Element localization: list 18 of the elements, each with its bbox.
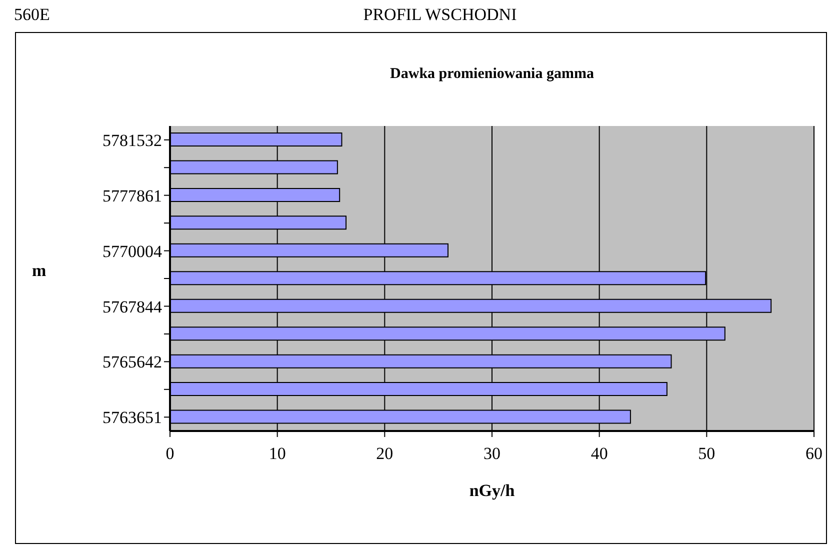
- x-tick-label: 50: [698, 444, 716, 464]
- y-tick-label: 5777861: [102, 186, 162, 206]
- x-tick-label: 0: [166, 444, 174, 464]
- x-tick-label: 30: [484, 444, 500, 464]
- x-axis-title: nGy/h: [468, 481, 516, 501]
- x-tick-label: 20: [376, 444, 394, 464]
- x-tick-label: 60: [806, 444, 822, 464]
- y-tick-label: 5781532: [102, 130, 162, 150]
- chart-title: Dawka promieniowania gamma: [389, 66, 595, 83]
- y-tick-label: 5770004: [102, 242, 162, 261]
- x-tick-label: 10: [268, 444, 286, 464]
- y-tick-label: 5767844: [102, 297, 162, 316]
- y-axis-title: m: [32, 261, 46, 281]
- x-tick-label: 40: [590, 444, 608, 464]
- y-tick-label: 5763651: [102, 408, 162, 428]
- text: 560E: [14, 5, 50, 25]
- chart-subtitle: PROFIL WSCHODNI: [362, 5, 518, 25]
- y-tick-label: 5765642: [102, 352, 162, 372]
